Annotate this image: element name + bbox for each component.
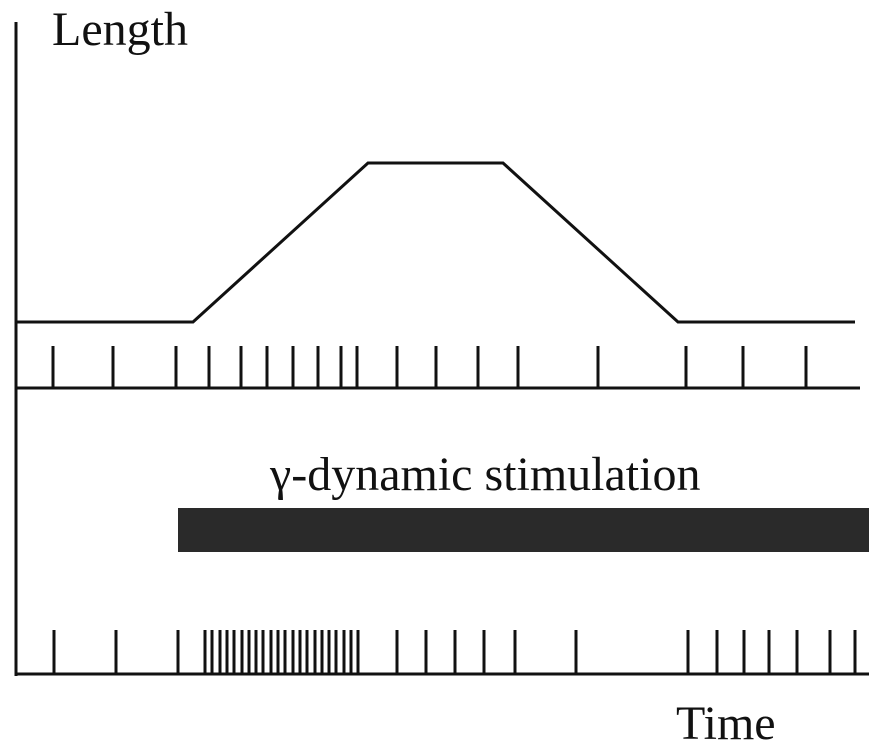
spike-train-2 (52, 630, 857, 674)
y-axis-label: Length (52, 3, 188, 56)
stimulation-bar (178, 508, 869, 552)
x-axis-label: Time (676, 697, 776, 750)
length-trace (16, 161, 855, 324)
stimulation-label: γ-dynamic stimulation (270, 448, 701, 501)
spike-train-1 (51, 346, 808, 388)
